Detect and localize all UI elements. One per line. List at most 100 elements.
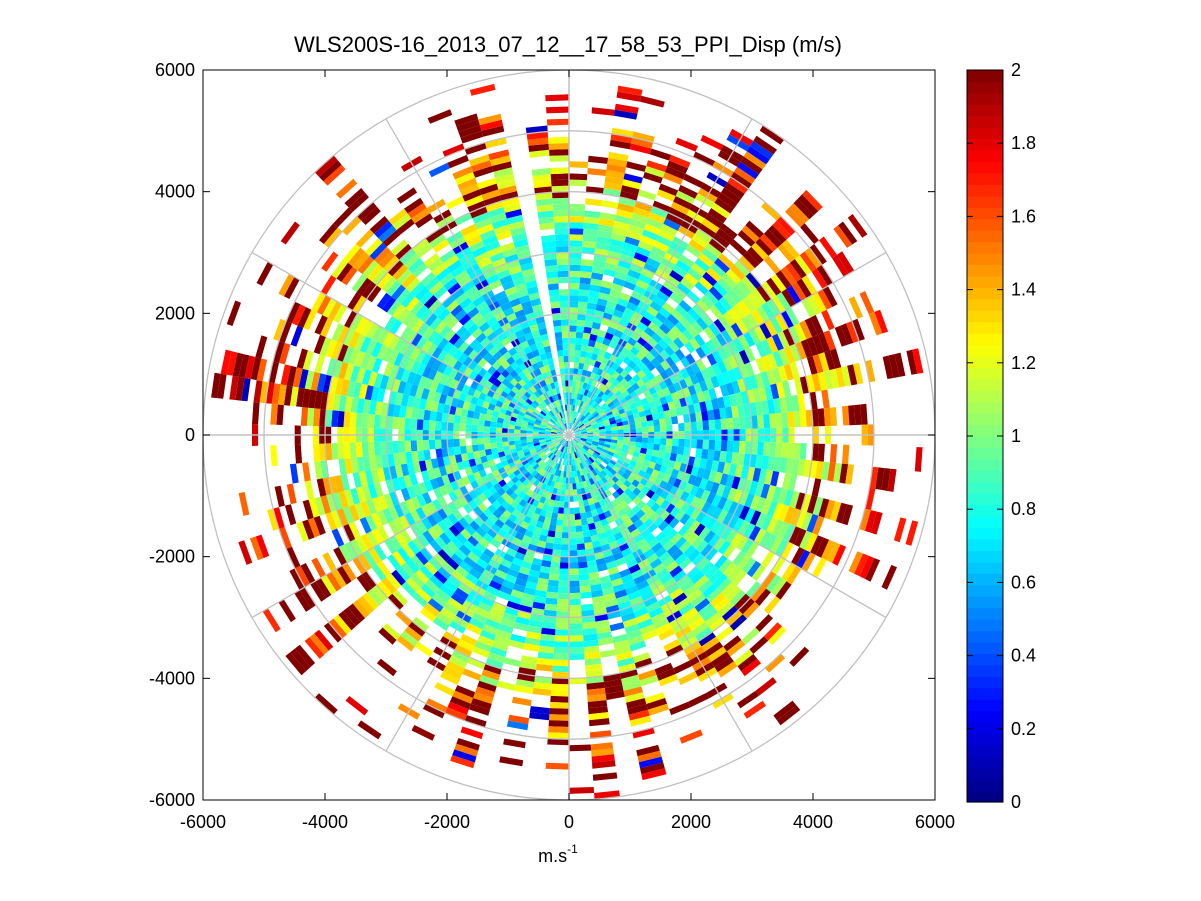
ppi-cell	[590, 742, 614, 751]
ppi-cell	[551, 555, 561, 563]
ppi-cell	[477, 680, 497, 693]
ppi-cell	[361, 281, 377, 299]
ppi-cell	[590, 455, 597, 462]
ppi-cell	[603, 182, 623, 191]
ppi-cell	[622, 179, 642, 190]
ppi-cell	[507, 568, 519, 578]
ppi-cell	[565, 410, 568, 417]
ppi-cell	[394, 532, 408, 548]
ppi-cell	[754, 373, 765, 388]
ppi-cell	[816, 264, 834, 286]
ppi-cell	[569, 507, 575, 515]
ppi-cell	[690, 496, 701, 508]
colorbar-band	[967, 367, 1003, 380]
ppi-cell	[471, 312, 483, 324]
ppi-cell	[582, 418, 589, 424]
ppi-cell	[586, 427, 593, 431]
ppi-cell	[552, 197, 569, 205]
ppi-cell	[600, 518, 609, 527]
ppi-cell	[585, 314, 595, 322]
ppi-cell	[569, 483, 573, 490]
ppi-cell	[636, 482, 645, 492]
ppi-cell	[361, 442, 369, 457]
ppi-cell	[605, 465, 613, 472]
ppi-cell	[738, 440, 746, 454]
ppi-cell	[717, 661, 738, 678]
ppi-cell	[456, 399, 465, 409]
ppi-cell	[537, 540, 547, 549]
colorbar-band	[967, 287, 1003, 300]
ppi-cell	[455, 532, 468, 545]
ppi-cell	[500, 191, 519, 202]
ppi-cell	[349, 412, 357, 428]
ppi-cell	[572, 439, 578, 445]
ppi-cell	[569, 301, 579, 308]
ppi-cell	[582, 621, 597, 630]
ppi-cell	[543, 448, 550, 454]
ppi-cell	[661, 403, 670, 412]
ppi-cell	[527, 137, 549, 146]
ppi-cell	[451, 649, 470, 663]
ppi-cell	[446, 557, 460, 571]
ppi-cell	[749, 510, 762, 526]
ppi-cell	[644, 532, 656, 544]
ppi-cell	[812, 354, 824, 374]
ppi-cell	[570, 459, 574, 466]
ppi-cell	[640, 415, 648, 423]
ppi-cell	[660, 223, 678, 237]
ppi-cell	[407, 202, 427, 219]
ppi-cell	[553, 216, 569, 223]
ppi-cell	[606, 453, 613, 460]
ppi-cell	[696, 439, 704, 449]
ppi-cell	[604, 529, 614, 538]
ppi-cell	[553, 381, 559, 389]
ppi-cell	[327, 301, 342, 321]
colorbar-band	[967, 138, 1003, 151]
ppi-cell	[511, 537, 522, 547]
ppi-cell	[460, 633, 478, 647]
ppi-cell	[742, 557, 757, 574]
ppi-cell	[572, 374, 578, 381]
ppi-cell	[702, 583, 718, 599]
ppi-cell	[629, 218, 647, 230]
ppi-cell	[638, 273, 652, 285]
ppi-cell	[537, 404, 544, 411]
ppi-cell	[452, 498, 463, 510]
ppi-cell	[290, 648, 311, 672]
ppi-cell	[336, 262, 353, 282]
ppi-cell	[706, 267, 722, 282]
ppi-cell	[482, 351, 493, 362]
ppi-cell	[646, 698, 668, 710]
ppi-cell	[860, 403, 868, 425]
ppi-cell	[520, 340, 530, 350]
ppi-cell	[558, 457, 563, 465]
ppi-cell	[549, 467, 555, 474]
ppi-cell	[546, 370, 553, 378]
ppi-cell	[552, 475, 558, 482]
colorbar-band	[967, 218, 1003, 231]
ppi-cell	[559, 439, 565, 444]
ppi-cell	[700, 312, 714, 327]
ppi-cell	[467, 360, 478, 371]
ppi-cell	[569, 520, 576, 527]
ppi-cell	[579, 462, 584, 470]
ppi-cell	[564, 404, 568, 411]
ppi-cell	[629, 715, 652, 727]
ppi-cell	[537, 450, 544, 456]
ppi-cell	[432, 617, 450, 631]
ppi-cell	[583, 410, 589, 417]
ppi-cell	[544, 542, 554, 550]
ppi-cell	[644, 166, 665, 178]
ppi-cell	[502, 423, 509, 429]
ppi-cell	[569, 319, 578, 326]
ppi-cell	[596, 507, 604, 515]
ppi-cell	[622, 680, 642, 691]
ppi-cell	[560, 411, 564, 418]
ppi-cell	[737, 230, 756, 247]
ppi-cell	[314, 315, 328, 335]
ppi-cell	[737, 554, 752, 570]
ppi-cell	[626, 698, 647, 709]
ppi-cell	[561, 439, 566, 445]
ppi-cell	[598, 349, 607, 358]
ppi-cell	[690, 593, 707, 608]
